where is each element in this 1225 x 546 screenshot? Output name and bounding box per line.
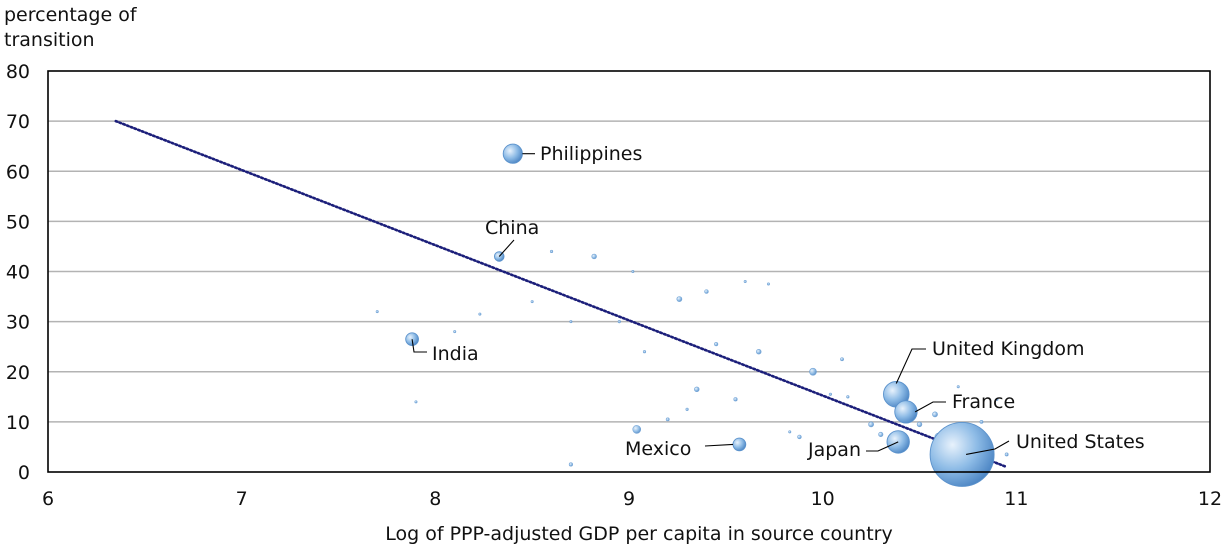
y-axis-title: percentage of (4, 4, 138, 26)
data-point-mexico (732, 437, 747, 452)
point-label: India (432, 343, 479, 365)
data-point-france (894, 400, 918, 424)
leader-line (498, 239, 515, 257)
data-point (916, 421, 923, 428)
data-point (694, 386, 700, 392)
data-point (797, 434, 802, 440)
axes: 0 10 20 30 40 50 60 70 80 6 7 8 9 10 11 12 percentage of… (4, 4, 1222, 545)
data-point (530, 300, 534, 304)
data-point (878, 431, 884, 437)
annotation-leaders (411, 153, 1010, 455)
data-point (591, 253, 597, 260)
data-point (617, 320, 621, 324)
data-point (788, 430, 792, 434)
data-point-united-states (929, 422, 995, 487)
data-point (569, 320, 573, 324)
x-tick-label: 7 (236, 488, 248, 510)
data-point (1004, 452, 1009, 457)
data-point (685, 407, 689, 411)
data-point (478, 312, 482, 316)
data-point (642, 350, 647, 354)
leader-line (866, 441, 899, 452)
data-point-philippines (502, 143, 523, 164)
data-point (809, 367, 817, 376)
trendline (114, 119, 1008, 469)
data-point (840, 357, 844, 362)
x-tick-label: 11 (1004, 488, 1028, 510)
data-point (733, 397, 738, 402)
data-point (995, 397, 999, 401)
y-tick-label: 10 (6, 412, 30, 434)
data-point (665, 417, 670, 422)
data-point (375, 310, 379, 314)
point-label: Mexico (625, 438, 691, 460)
data-point (549, 249, 554, 254)
leader-line (966, 440, 1010, 455)
point-label: Japan (807, 439, 861, 461)
data-point (714, 342, 719, 347)
data-point (631, 269, 635, 273)
leader-line (914, 401, 946, 413)
plot-frame (47, 70, 1211, 473)
leader-line (704, 443, 734, 447)
point-label: United States (1016, 431, 1145, 453)
annotations: Philippines China India Mexico United Kingdo… (432, 143, 1145, 461)
y-tick-label: 30 (6, 312, 30, 334)
data-point (704, 289, 709, 294)
data-point (932, 411, 938, 418)
x-tick-label: 9 (623, 488, 635, 510)
data-point (676, 296, 683, 302)
gridlines (48, 120, 1210, 423)
data-point (453, 330, 457, 334)
point-label: France (952, 391, 1015, 413)
data-point (828, 392, 832, 396)
y-axis-title: transition (4, 29, 95, 51)
data-point (868, 421, 874, 428)
x-tick-label: 10 (811, 488, 835, 510)
y-tick-label: 50 (6, 211, 30, 233)
y-tick-label: 20 (6, 362, 30, 384)
leader-line (895, 348, 926, 384)
data-point (956, 385, 960, 389)
data-point (414, 400, 418, 404)
trendline-path (114, 119, 1008, 469)
data-point (756, 349, 762, 355)
data-point (743, 280, 747, 284)
data-point (979, 419, 984, 424)
data-point (568, 462, 573, 467)
data-point (632, 425, 642, 434)
data-point (766, 282, 770, 286)
y-tick-label: 0 (18, 462, 30, 484)
y-tick-label: 80 (6, 61, 30, 83)
x-axis-title: Log of PPP-adjusted GDP per capita in so… (385, 523, 892, 545)
x-tick-label: 6 (42, 488, 54, 510)
y-tick-label: 60 (6, 161, 30, 183)
x-tick-label: 8 (429, 488, 441, 510)
point-label: United Kingdom (932, 338, 1085, 360)
data-points (375, 143, 1009, 487)
x-tick-label: 12 (1198, 488, 1222, 510)
point-label: Philippines (540, 143, 642, 165)
y-tick-label: 70 (6, 111, 30, 133)
data-point (846, 395, 850, 399)
leader-line (411, 339, 427, 353)
point-label: China (485, 217, 539, 239)
y-tick-label: 40 (6, 262, 30, 284)
